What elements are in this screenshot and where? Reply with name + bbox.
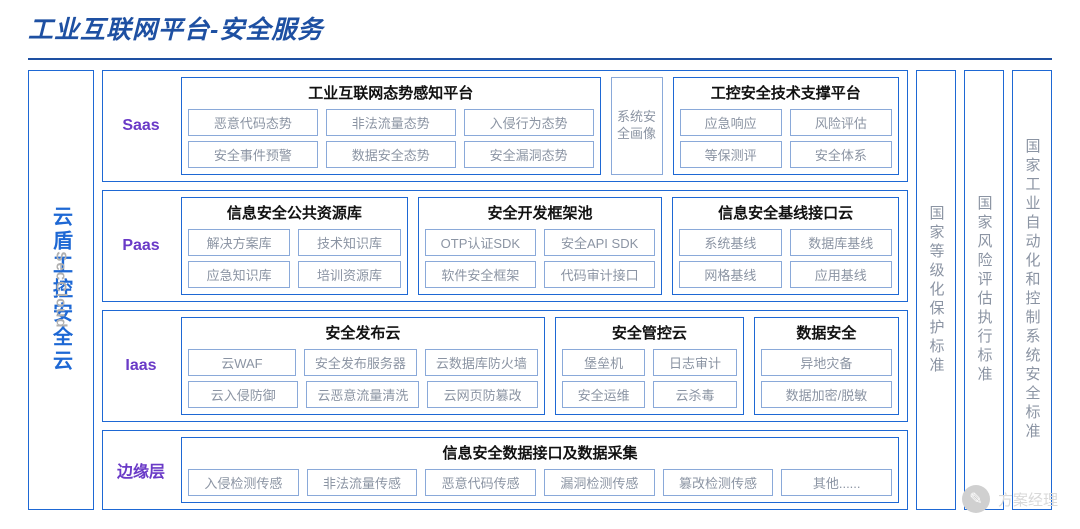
chip: 其他......	[781, 469, 892, 496]
left-panel-seccloud: 云盾工控安全云 SecCloud	[28, 70, 94, 510]
group-title: 工业互联网态势感知平台	[188, 82, 594, 104]
chip: 数据库基线	[790, 229, 892, 256]
chip: 代码审计接口	[544, 261, 655, 288]
chip: 日志审计	[653, 349, 736, 376]
chip: 技术知识库	[298, 229, 400, 256]
group-title: 安全开发框架池	[425, 202, 655, 224]
chip: 非法流量传感	[307, 469, 418, 496]
watermark-icon: ✎	[962, 485, 990, 513]
layer-label-edge: 边缘层	[111, 437, 171, 503]
chip: 恶意代码态势	[188, 109, 318, 136]
chip: 入侵检测传感	[188, 469, 299, 496]
saas-side-system-portrait: 系统安全画像	[611, 77, 663, 175]
chip: 应急响应	[680, 109, 782, 136]
watermark: ✎ 方案经理	[962, 485, 1058, 513]
standard-col-2: 国家风险评估执行标准	[964, 70, 1004, 510]
page-title: 工业互联网平台-安全服务	[28, 16, 323, 44]
watermark-text: 方案经理	[998, 489, 1058, 510]
chip: 数据安全态势	[326, 141, 456, 168]
chip: 解决方案库	[188, 229, 290, 256]
chip: 云网页防篡改	[427, 381, 537, 408]
standards-panel: 国家等级化保护标准 国家风险评估执行标准 国家工业自动化和控制系统安全标准	[916, 70, 1052, 510]
chip: 安全发布服务器	[304, 349, 417, 376]
layer-label-saas: Saas	[111, 77, 171, 175]
chip: 恶意代码传感	[425, 469, 536, 496]
chip: 等保测评	[680, 141, 782, 168]
chip: 软件安全框架	[425, 261, 536, 288]
left-panel-en: SecCloud	[53, 251, 70, 328]
chip: 云数据库防火墙	[425, 349, 538, 376]
layer-saas: Saas 工业互联网态势感知平台 恶意代码态势 非法流量态势 入侵行为态势 安全…	[102, 70, 908, 182]
chip: 风险评估	[790, 109, 892, 136]
chip: 异地灾备	[761, 349, 892, 376]
chip: 云杀毒	[653, 381, 736, 408]
chip: 堡垒机	[562, 349, 645, 376]
chip: 云恶意流量清洗	[306, 381, 419, 408]
chip: 入侵行为态势	[464, 109, 594, 136]
group-title: 信息安全数据接口及数据采集	[188, 442, 892, 464]
chip: OTP认证SDK	[425, 229, 536, 256]
chip: 云WAF	[188, 349, 296, 376]
layer-iaas: Iaas 安全发布云 云WAF 安全发布服务器 云数据库防火墙 云入侵防御 云恶…	[102, 310, 908, 422]
group-title: 信息安全基线接口云	[679, 202, 892, 224]
chip: 安全漏洞态势	[464, 141, 594, 168]
chip: 安全运维	[562, 381, 645, 408]
saas-group-ics-support: 工控安全技术支撑平台 应急响应 风险评估 等保测评 安全体系	[673, 77, 899, 175]
center-layers: Saas 工业互联网态势感知平台 恶意代码态势 非法流量态势 入侵行为态势 安全…	[102, 70, 908, 510]
group-title: 安全发布云	[188, 322, 538, 344]
chip: 网格基线	[679, 261, 781, 288]
diagram-main: 云盾工控安全云 SecCloud Saas 工业互联网态势感知平台 恶意代码态势…	[0, 70, 1080, 510]
chip: 系统基线	[679, 229, 781, 256]
iaas-group-data-security: 数据安全 异地灾备 数据加密/脱敏	[754, 317, 899, 415]
title-underline	[28, 58, 1052, 60]
iaas-group-publish-cloud: 安全发布云 云WAF 安全发布服务器 云数据库防火墙 云入侵防御 云恶意流量清洗…	[181, 317, 545, 415]
group-title: 工控安全技术支撑平台	[680, 82, 892, 104]
edge-group-data-collect: 信息安全数据接口及数据采集 入侵检测传感 非法流量传感 恶意代码传感 漏洞检测传…	[181, 437, 899, 503]
standard-text: 国家风险评估执行标准	[974, 195, 995, 385]
standard-text: 国家等级化保护标准	[926, 205, 947, 376]
layer-label-paas: Paas	[111, 197, 171, 295]
chip: 篡改检测传感	[663, 469, 774, 496]
standard-text: 国家工业自动化和控制系统安全标准	[1022, 138, 1043, 442]
layer-paas: Paas 信息安全公共资源库 解决方案库 技术知识库 应急知识库 培训资源库 安…	[102, 190, 908, 302]
title-bar: 工业互联网平台-安全服务	[0, 0, 1080, 52]
group-title: 数据安全	[761, 322, 892, 344]
paas-group-dev-framework: 安全开发框架池 OTP认证SDK 安全API SDK 软件安全框架 代码审计接口	[418, 197, 662, 295]
layer-label-iaas: Iaas	[111, 317, 171, 415]
chip: 应急知识库	[188, 261, 290, 288]
iaas-group-control-cloud: 安全管控云 堡垒机 日志审计 安全运维 云杀毒	[555, 317, 744, 415]
chip: 培训资源库	[298, 261, 400, 288]
group-title: 安全管控云	[562, 322, 737, 344]
layer-edge: 边缘层 信息安全数据接口及数据采集 入侵检测传感 非法流量传感 恶意代码传感 漏…	[102, 430, 908, 510]
paas-group-resource-db: 信息安全公共资源库 解决方案库 技术知识库 应急知识库 培训资源库	[181, 197, 408, 295]
chip: 安全API SDK	[544, 229, 655, 256]
standard-col-3: 国家工业自动化和控制系统安全标准	[1012, 70, 1052, 510]
saas-group-situational-platform: 工业互联网态势感知平台 恶意代码态势 非法流量态势 入侵行为态势 安全事件预警 …	[181, 77, 601, 175]
group-title: 信息安全公共资源库	[188, 202, 401, 224]
chip: 数据加密/脱敏	[761, 381, 892, 408]
paas-group-baseline-cloud: 信息安全基线接口云 系统基线 数据库基线 网格基线 应用基线	[672, 197, 899, 295]
chip: 非法流量态势	[326, 109, 456, 136]
standard-col-1: 国家等级化保护标准	[916, 70, 956, 510]
chip: 云入侵防御	[188, 381, 298, 408]
chip: 漏洞检测传感	[544, 469, 655, 496]
chip: 安全事件预警	[188, 141, 318, 168]
chip: 应用基线	[790, 261, 892, 288]
chip: 安全体系	[790, 141, 892, 168]
